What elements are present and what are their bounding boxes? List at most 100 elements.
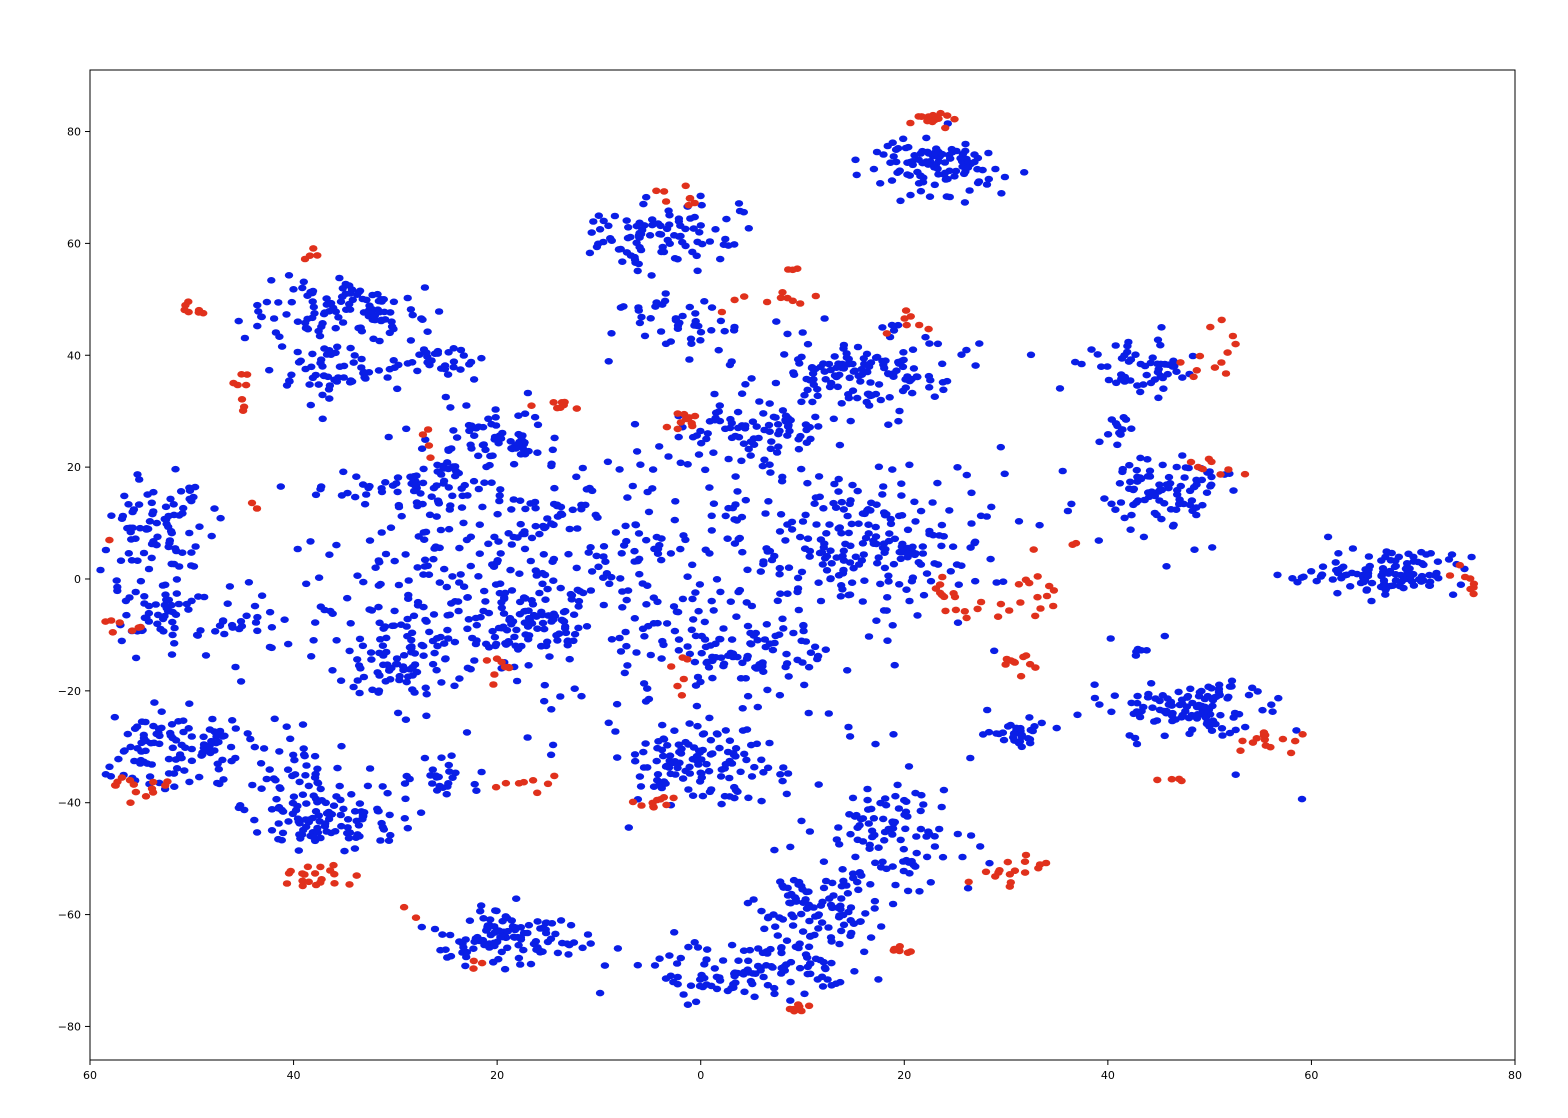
data-point	[187, 757, 197, 765]
data-point	[919, 591, 929, 599]
data-point	[120, 747, 129, 754]
data-point	[383, 374, 392, 381]
data-point	[615, 466, 624, 473]
data-point	[849, 564, 858, 572]
data-point	[489, 563, 499, 570]
data-point	[559, 608, 569, 616]
data-point	[805, 553, 814, 560]
data-point	[681, 738, 690, 746]
data-point	[187, 745, 196, 753]
data-point	[402, 425, 411, 433]
data-point	[726, 598, 735, 605]
data-point	[798, 329, 807, 336]
data-point	[1223, 695, 1232, 702]
data-point	[401, 795, 410, 803]
data-point	[837, 927, 846, 935]
data-point	[824, 924, 833, 931]
data-point	[1147, 488, 1156, 496]
data-point	[813, 655, 822, 663]
data-point	[148, 789, 158, 796]
data-point	[948, 543, 958, 550]
data-point	[465, 917, 475, 924]
data-point	[746, 977, 756, 985]
data-point	[986, 555, 995, 563]
data-point	[987, 503, 996, 511]
data-point	[404, 577, 413, 584]
data-point	[766, 445, 775, 453]
data-point	[621, 522, 630, 530]
x-axis: 60 40 20 0 20 40 60 80	[83, 1060, 1522, 1082]
data-point	[220, 630, 229, 638]
data-point	[1406, 574, 1415, 581]
data-point	[736, 675, 746, 682]
data-point	[1187, 497, 1197, 504]
data-point	[605, 580, 614, 588]
data-point	[693, 267, 702, 275]
data-point	[385, 365, 394, 373]
data-point	[757, 797, 766, 805]
data-point	[795, 964, 805, 972]
data-point	[1139, 381, 1148, 388]
data-point	[551, 930, 560, 938]
data-point	[549, 577, 558, 584]
data-point	[1426, 578, 1435, 586]
data-point	[540, 681, 549, 689]
data-point	[509, 496, 518, 503]
data-point	[403, 673, 413, 680]
data-point	[832, 554, 841, 561]
data-point	[811, 413, 820, 421]
data-point	[941, 124, 950, 132]
data-point	[740, 750, 749, 758]
data-point	[153, 620, 162, 628]
data-point	[633, 961, 642, 969]
data-point	[1278, 735, 1288, 743]
data-point	[876, 396, 885, 404]
data-point	[306, 401, 315, 409]
data-point	[929, 531, 938, 539]
data-point	[1125, 732, 1134, 739]
data-point	[1231, 771, 1240, 778]
data-point	[496, 550, 505, 557]
data-point	[765, 640, 775, 647]
data-point	[446, 404, 455, 411]
data-point	[335, 782, 344, 790]
data-point	[722, 215, 731, 223]
data-point	[915, 888, 924, 895]
data-point	[641, 698, 651, 705]
data-point	[389, 325, 398, 333]
data-point	[1127, 699, 1136, 707]
data-point	[501, 640, 510, 647]
data-point	[433, 497, 443, 505]
data-point	[764, 498, 773, 505]
data-point	[1071, 358, 1080, 366]
data-point	[416, 809, 426, 816]
data-point	[740, 293, 749, 300]
data-point	[445, 768, 454, 775]
data-point	[739, 440, 749, 448]
data-point	[945, 507, 954, 514]
data-point	[599, 574, 608, 581]
data-point	[176, 488, 186, 495]
data-point	[858, 838, 868, 845]
data-point	[688, 792, 698, 799]
data-point	[1268, 708, 1277, 715]
data-point	[185, 778, 194, 786]
data-point	[101, 546, 111, 554]
data-point	[776, 511, 786, 518]
data-point	[161, 591, 170, 598]
data-point	[422, 618, 431, 625]
data-point	[434, 308, 444, 315]
data-point	[523, 929, 532, 937]
data-point	[738, 705, 747, 712]
data-point	[1217, 725, 1227, 732]
data-point	[901, 384, 910, 392]
data-point	[167, 560, 176, 568]
data-point	[901, 376, 910, 383]
data-point	[300, 255, 310, 263]
data-point	[1104, 376, 1114, 384]
data-point	[355, 635, 365, 643]
data-point	[897, 512, 907, 519]
data-point	[960, 199, 970, 206]
data-point	[1288, 575, 1297, 582]
data-point	[421, 528, 431, 536]
